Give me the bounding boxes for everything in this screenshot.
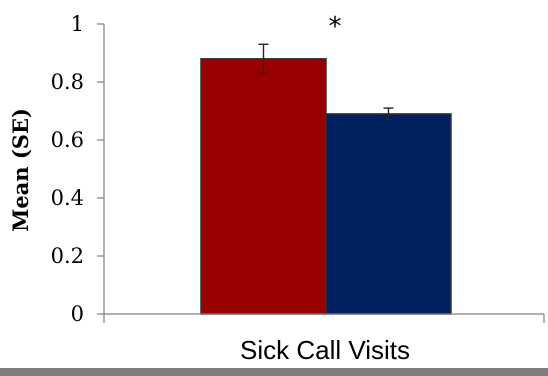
bars: [200, 58, 452, 315]
x-category-label: Sick Call Visits: [240, 335, 410, 365]
y-tick-label: 1: [71, 12, 84, 36]
y-tick-label: 0.8: [51, 70, 84, 94]
y-tick-label: 0: [71, 302, 84, 326]
bar-series-2: [325, 113, 452, 315]
y-axis-title: Mean (SE): [8, 108, 33, 232]
y-tick-label: 0.4: [51, 186, 84, 210]
bar-chart: 0 0.2 0.4 0.6 0.8 1 Mean (SE) Sick Call Visit…: [8, 12, 545, 365]
y-tick-label: 0.6: [51, 128, 84, 152]
bottom-divider: [0, 368, 548, 376]
error-bars: [258, 43, 394, 121]
significance-marker: *: [329, 12, 342, 42]
y-axis-ticks: 0 0.2 0.4 0.6 0.8 1: [51, 12, 104, 326]
y-tick-label: 0.2: [51, 244, 84, 268]
bar-series-1: [200, 58, 327, 315]
